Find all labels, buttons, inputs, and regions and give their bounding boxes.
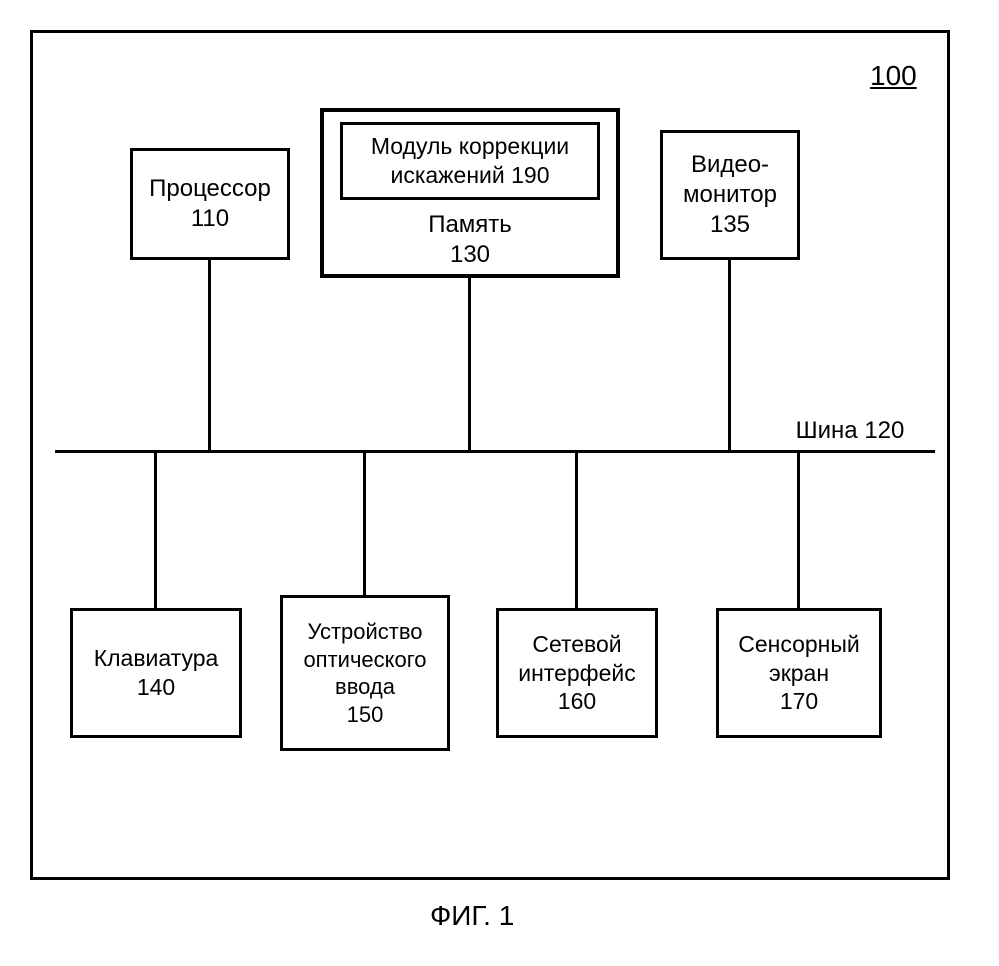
network-interface-box: Сетевой интерфейс 160 [496,608,658,738]
processor-box: Процессор 110 [130,148,290,260]
distortion-module-box: Модуль коррекции искажений 190 [340,122,600,200]
connector-monitor-bus [728,260,731,450]
bus-line [55,450,935,453]
connector-network-bus [575,450,578,608]
connector-memory-bus [468,278,471,450]
video-monitor-box: Видео- монитор 135 [660,130,800,260]
bus-label: Шина 120 [796,416,905,446]
connector-touch-bus [797,450,800,608]
connector-keyboard-bus [154,450,157,608]
figure-id: 100 [870,58,917,93]
memory-label: Память 130 [320,210,620,270]
optical-input-box: Устройство оптического ввода 150 [280,595,450,751]
keyboard-box: Клавиатура 140 [70,608,242,738]
connector-optical-bus [363,450,366,595]
touch-screen-box: Сенсорный экран 170 [716,608,882,738]
figure-caption: ФИГ. 1 [430,900,514,932]
connector-processor-bus [208,260,211,450]
